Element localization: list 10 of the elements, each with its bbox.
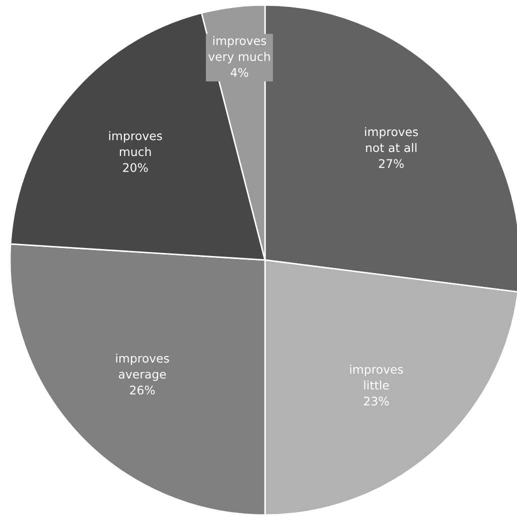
data-label: 4%: [230, 68, 248, 77]
slice-label: improves little: [350, 364, 403, 390]
data-label: 20%: [123, 163, 148, 172]
data-label: 27%: [378, 159, 404, 168]
slice-label: improves much: [109, 131, 162, 156]
slice-label: improves very much: [208, 36, 270, 64]
data-label: 23%: [364, 396, 389, 406]
slice-label: improves not at all: [365, 127, 418, 152]
data-label: 26%: [130, 386, 155, 395]
slice-label: improves average: [116, 354, 169, 381]
